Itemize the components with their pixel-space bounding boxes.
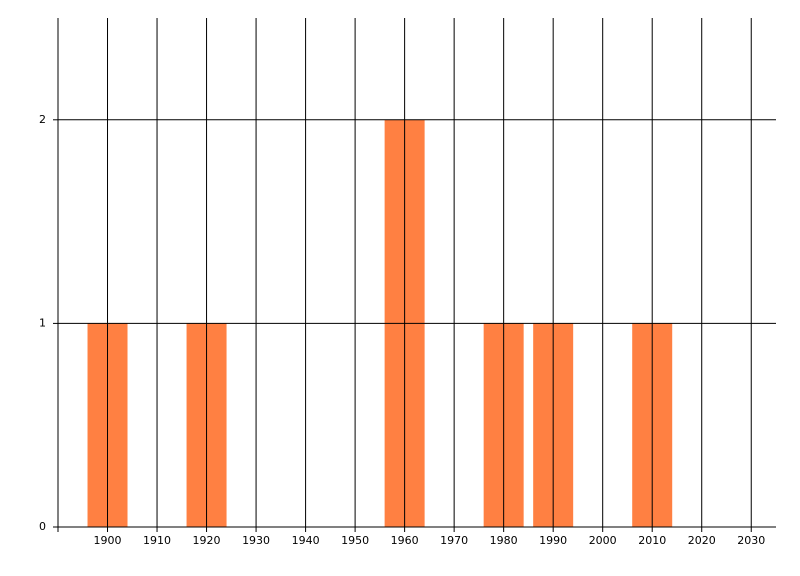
- x-tick-label: 1940: [292, 534, 320, 547]
- x-tick-label: 1930: [242, 534, 270, 547]
- x-tick-label: 2000: [589, 534, 617, 547]
- x-tick-label: 2020: [688, 534, 716, 547]
- x-tick-label: 1910: [143, 534, 171, 547]
- x-tick-label: 1990: [539, 534, 567, 547]
- x-tick-label: 1950: [341, 534, 369, 547]
- x-tick-label: 2010: [638, 534, 666, 547]
- x-tick-label: 1920: [193, 534, 221, 547]
- x-tick-label: 1960: [391, 534, 419, 547]
- y-tick-label: 1: [39, 316, 46, 329]
- x-tick-label: 2030: [737, 534, 765, 547]
- x-tick-label: 1980: [490, 534, 518, 547]
- x-tick-label: 1900: [94, 534, 122, 547]
- x-tick-label: 1970: [440, 534, 468, 547]
- y-tick-label: 0: [39, 520, 46, 533]
- y-tick-label: 2: [39, 113, 46, 126]
